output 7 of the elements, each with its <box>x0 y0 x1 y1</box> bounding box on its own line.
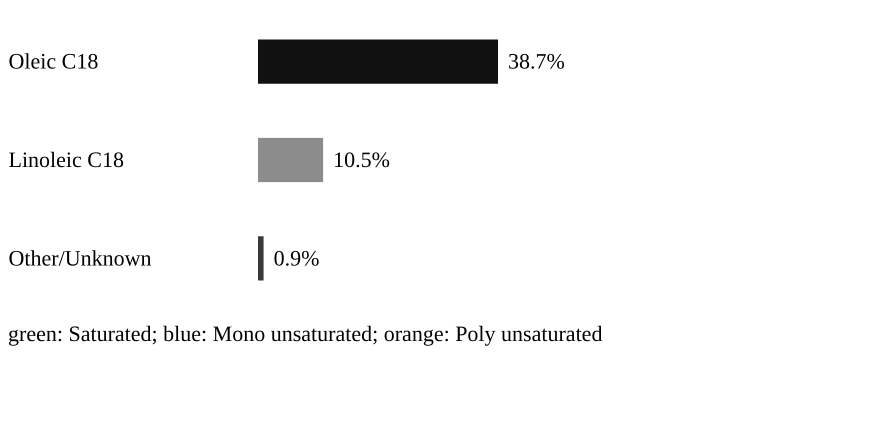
data-label: 38.7% <box>508 48 565 74</box>
data-label: 10.5% <box>333 147 390 172</box>
y-tick-label: Oleic C18 <box>8 48 98 74</box>
text: green: Saturated; blue: Mono unsaturated; orange: Poly unsaturated <box>8 321 602 346</box>
y-tick-label: Linoleic C18 <box>8 147 124 172</box>
data-label: 0.9% <box>274 245 320 270</box>
y-tick-label: Other/Unknown <box>8 245 152 270</box>
